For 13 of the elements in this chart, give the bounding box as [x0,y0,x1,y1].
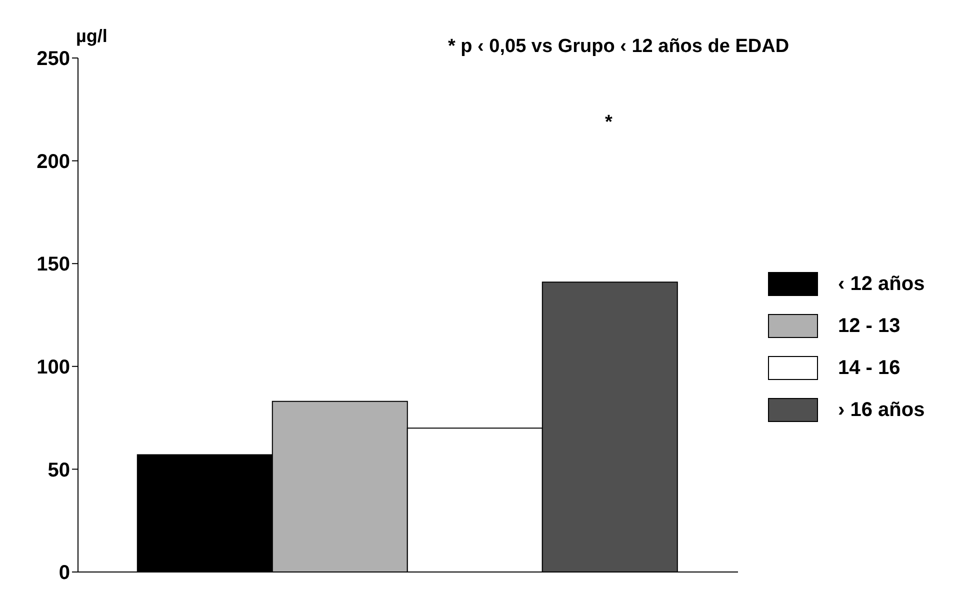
y-tick-label: 0 [58,562,70,584]
y-axis-title: µg/l [76,26,108,47]
y-tick-label: 150 [36,254,70,276]
legend-label: ‹ 12 años [838,272,925,296]
annotation: * [604,112,612,134]
legend-label: 12 - 13 [838,314,900,338]
legend-label: › 16 años [838,398,925,422]
text: * p ‹ 0,05 vs Grupo ‹ 12 años de EDAD [448,36,790,58]
y-tick-label: 100 [36,356,70,378]
y-tick-label: 200 [36,150,70,173]
y-tick-label: 250 [36,48,70,70]
y-tick-label: 50 [48,459,70,482]
legend-label: 14 - 16 [838,356,900,380]
